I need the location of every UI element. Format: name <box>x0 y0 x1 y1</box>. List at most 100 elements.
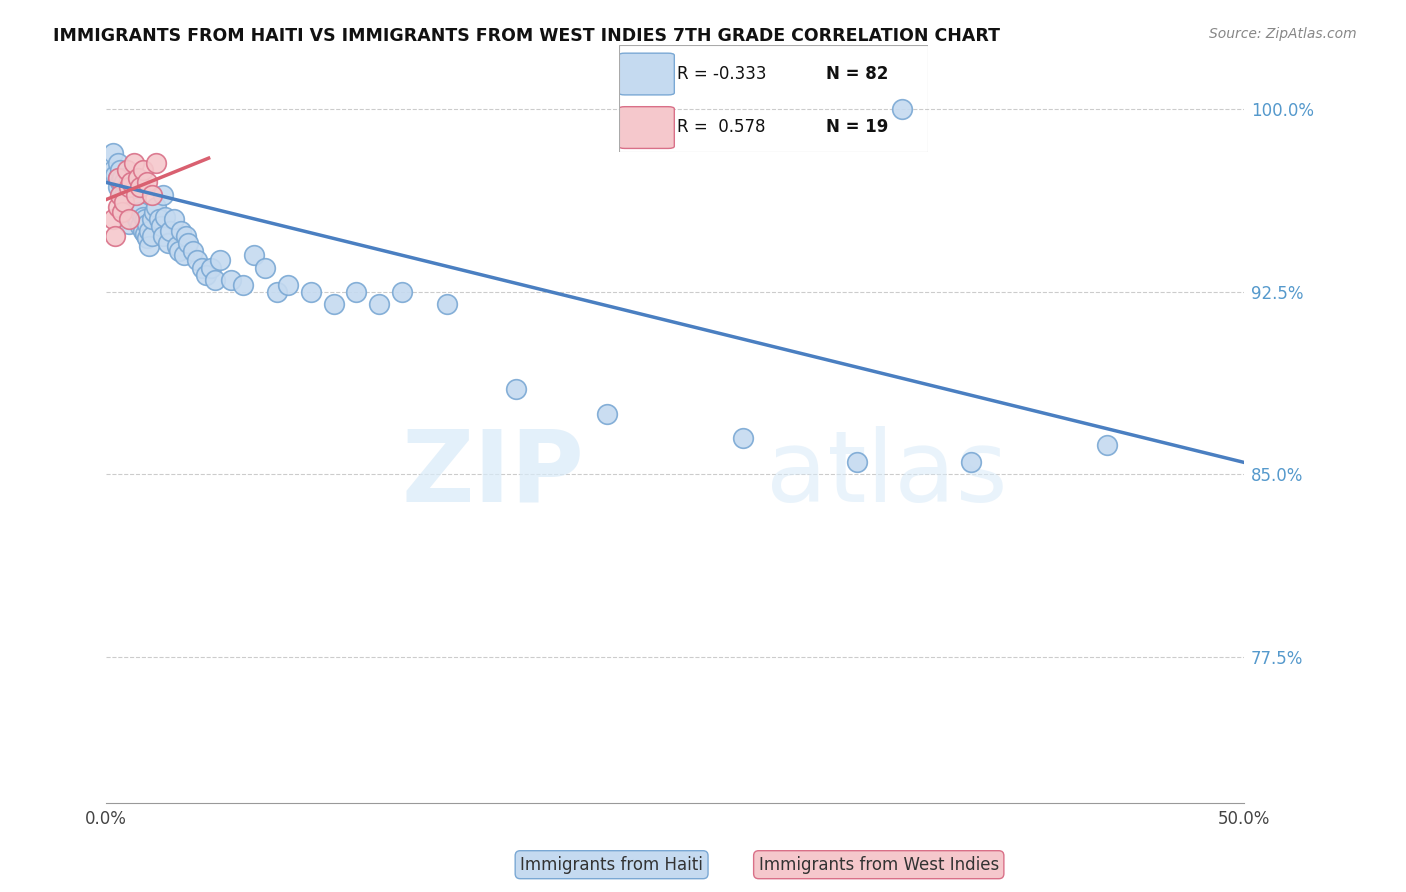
Point <box>145 200 167 214</box>
Text: N = 19: N = 19 <box>825 118 889 136</box>
Point <box>129 204 152 219</box>
Point <box>127 214 149 228</box>
Point <box>322 297 344 311</box>
Point <box>186 253 208 268</box>
Point <box>733 431 755 445</box>
Point <box>299 285 322 299</box>
Point <box>108 176 131 190</box>
Point <box>118 180 141 194</box>
Point <box>134 211 156 226</box>
Point <box>173 248 195 262</box>
Point <box>107 170 129 185</box>
Point <box>115 180 138 194</box>
Point <box>163 211 186 226</box>
Point <box>221 273 243 287</box>
Point <box>204 273 226 287</box>
Point <box>118 211 141 226</box>
Point <box>505 382 527 396</box>
Point <box>145 156 167 170</box>
Text: R =  0.578: R = 0.578 <box>678 118 766 136</box>
Point <box>118 217 141 231</box>
Point <box>195 268 218 282</box>
Point <box>107 180 129 194</box>
Text: R = -0.333: R = -0.333 <box>678 64 766 82</box>
Point <box>181 244 204 258</box>
Point <box>846 455 869 469</box>
Point <box>141 229 163 244</box>
Point <box>104 168 127 182</box>
Point <box>120 176 142 190</box>
Point <box>101 163 124 178</box>
FancyBboxPatch shape <box>619 54 675 95</box>
Point <box>108 163 131 178</box>
Point <box>122 156 145 170</box>
Point <box>125 210 148 224</box>
Point <box>111 170 134 185</box>
Point <box>138 239 160 253</box>
Point <box>138 224 160 238</box>
Point <box>122 204 145 219</box>
Point <box>232 277 254 292</box>
Point <box>200 260 222 275</box>
Point <box>136 217 159 231</box>
Point <box>152 187 174 202</box>
Point <box>108 187 131 202</box>
Text: IMMIGRANTS FROM HAITI VS IMMIGRANTS FROM WEST INDIES 7TH GRADE CORRELATION CHART: IMMIGRANTS FROM HAITI VS IMMIGRANTS FROM… <box>53 27 1001 45</box>
Point <box>170 224 193 238</box>
Point <box>118 204 141 219</box>
Point <box>266 285 288 299</box>
Point <box>191 260 214 275</box>
Point <box>155 210 177 224</box>
Point <box>174 229 197 244</box>
Point <box>120 200 142 214</box>
Text: Immigrants from West Indies: Immigrants from West Indies <box>759 855 998 873</box>
Point <box>114 176 136 190</box>
Point <box>101 146 124 161</box>
Point <box>136 176 159 190</box>
Point <box>277 277 299 292</box>
Point <box>141 211 163 226</box>
Point <box>125 187 148 202</box>
Point <box>118 170 141 185</box>
Text: Immigrants from Haiti: Immigrants from Haiti <box>520 855 703 873</box>
Point <box>107 156 129 170</box>
Point <box>127 170 149 185</box>
Point <box>114 194 136 209</box>
Point <box>159 224 181 238</box>
Point <box>114 187 136 202</box>
Point <box>141 187 163 202</box>
Point <box>122 193 145 207</box>
Point <box>149 219 172 234</box>
Point <box>177 236 200 251</box>
Point <box>118 193 141 207</box>
Point <box>127 200 149 214</box>
Point <box>148 211 170 226</box>
Point <box>107 170 129 185</box>
Point <box>104 229 127 244</box>
Point <box>243 248 266 262</box>
Point <box>254 260 277 275</box>
Point <box>596 407 619 421</box>
Point <box>391 285 413 299</box>
Point <box>134 227 156 241</box>
Point <box>166 239 188 253</box>
Text: atlas: atlas <box>766 426 1008 523</box>
Point <box>114 200 136 214</box>
Point <box>346 285 368 299</box>
Point <box>436 297 458 311</box>
Point <box>167 244 190 258</box>
Point <box>131 163 153 178</box>
Point <box>107 200 129 214</box>
Point <box>129 219 152 234</box>
Point <box>115 193 138 207</box>
Point <box>152 229 174 244</box>
Point <box>129 180 152 194</box>
Point <box>115 163 138 178</box>
Point <box>118 180 141 194</box>
Text: N = 82: N = 82 <box>825 64 889 82</box>
Point <box>111 204 134 219</box>
Point <box>125 194 148 209</box>
Point <box>143 204 166 219</box>
Point <box>111 185 134 199</box>
Point <box>101 211 124 226</box>
